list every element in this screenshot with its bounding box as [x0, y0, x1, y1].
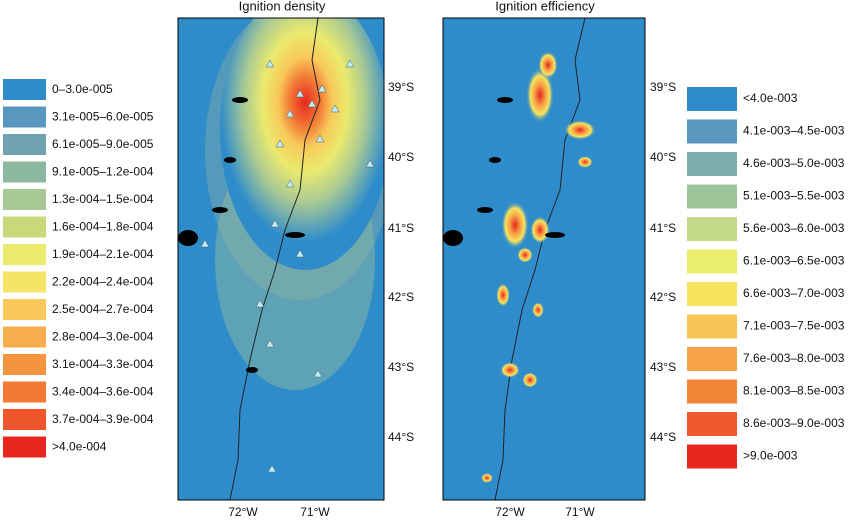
legend-swatch [687, 314, 737, 339]
legend-swatch [687, 347, 737, 371]
legend-swatch [3, 381, 46, 403]
legend-swatch [687, 249, 737, 274]
lat-label: 42°S [388, 290, 414, 304]
lat-label: 44°S [388, 430, 414, 444]
lat-label: 42°S [650, 290, 676, 304]
legend-label: 3.1e-004–3.3e-004 [52, 357, 154, 371]
lat-label: 43°S [650, 360, 676, 374]
legend-label: 5.6e-003–6.0e-003 [743, 221, 845, 235]
legend-label: 6.1e-003–6.5e-003 [743, 254, 845, 268]
legend-label: 3.4e-004–3.6e-004 [52, 385, 154, 399]
lon-label: 71°W [300, 505, 330, 519]
legend-label: 4.6e-003–5.0e-003 [743, 156, 845, 170]
legend-label: 8.6e-003–9.0e-003 [743, 416, 845, 430]
legend-label: >9.0e-003 [743, 449, 798, 463]
legend-label: 3.1e-005–6.0e-005 [52, 110, 154, 124]
legend-swatch [3, 354, 46, 375]
legend-swatch [3, 326, 46, 348]
legend-swatch [3, 134, 46, 155]
legend-swatch [3, 244, 46, 265]
legend-swatch [3, 106, 46, 128]
legend-swatch [3, 436, 46, 458]
density-map [178, 18, 384, 500]
legend-label: >4.0e-004 [52, 440, 107, 454]
legend-label: 9.1e-005–1.2e-004 [52, 165, 154, 179]
legend-label: 4.1e-003–4.5e-003 [743, 124, 845, 138]
lat-label: 39°S [388, 80, 414, 94]
legend-label: 7.1e-003–7.5e-003 [743, 319, 845, 333]
legend-label: 1.9e-004–2.1e-004 [52, 247, 154, 261]
legend-label: 7.6e-003–8.0e-003 [743, 351, 845, 365]
legend-swatch [3, 216, 46, 238]
legend-label: 3.7e-004–3.9e-004 [52, 412, 154, 426]
legend-label: 0–3.0e-005 [52, 82, 113, 96]
legend-swatch [3, 409, 46, 430]
legend-swatch [3, 299, 46, 320]
lon-label: 72°W [228, 505, 258, 519]
legend-label: 2.8e-004–3.0e-004 [52, 330, 154, 344]
legend-label: 5.1e-003–5.5e-003 [743, 189, 845, 203]
legend-swatch [3, 79, 46, 100]
lat-label: 41°S [650, 221, 676, 235]
lon-label: 72°W [495, 505, 525, 519]
legend-swatch [687, 444, 737, 469]
lat-label: 40°S [388, 150, 414, 164]
lat-label: 43°S [388, 360, 414, 374]
legend-swatch [3, 161, 46, 183]
legend-swatch [687, 412, 737, 436]
legend-label: 8.1e-003–8.5e-003 [743, 384, 845, 398]
legend-swatch [687, 379, 737, 404]
legend-label: 1.6e-004–1.8e-004 [52, 220, 154, 234]
lat-label: 44°S [650, 430, 676, 444]
legend-swatch [687, 119, 737, 144]
lat-label: 39°S [650, 80, 676, 94]
legend-label: 2.5e-004–2.7e-004 [52, 302, 154, 316]
legend-label: 1.3e-004–1.5e-004 [52, 192, 154, 206]
legend-swatch [3, 271, 46, 293]
legend-swatch [687, 217, 737, 241]
legend-label: 6.6e-003–7.0e-003 [743, 286, 845, 300]
legend-label: 6.1e-005–9.0e-005 [52, 137, 154, 151]
lon-label: 71°W [565, 505, 595, 519]
panel-title: Ignition efficiency [495, 0, 595, 13]
legend-label: 2.2e-004–2.4e-004 [52, 275, 154, 289]
efficiency-map [443, 18, 645, 500]
legend-swatch [687, 87, 737, 111]
lat-label: 40°S [650, 150, 676, 164]
legend-swatch [687, 152, 737, 176]
legend-swatch [687, 282, 737, 306]
panel-title: Ignition density [239, 0, 326, 13]
lat-label: 41°S [388, 221, 414, 235]
legend-swatch [3, 189, 46, 210]
legend-label: <4.0e-003 [743, 91, 798, 105]
legend-swatch [687, 184, 737, 209]
